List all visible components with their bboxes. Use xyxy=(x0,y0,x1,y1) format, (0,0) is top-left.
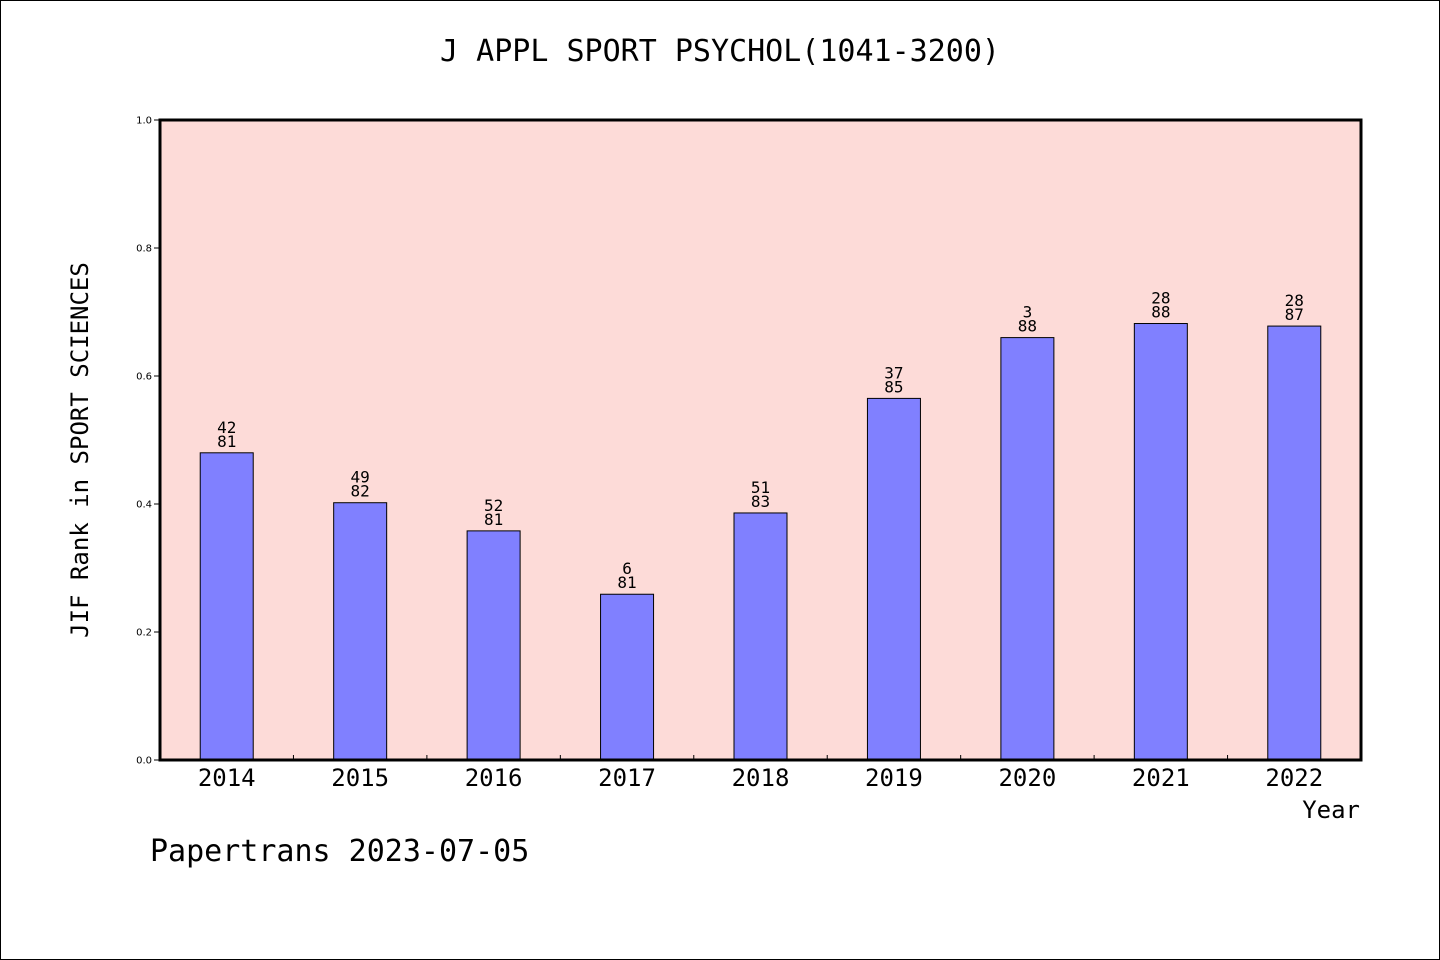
bar-label-total: 88 xyxy=(1018,317,1037,336)
bar-label-rank: 42 xyxy=(217,418,236,437)
bar-label-rank: 37 xyxy=(884,363,903,382)
bar-2017 xyxy=(600,593,655,761)
x-tick-label: 2017 xyxy=(598,764,656,792)
x-tick-label: 2021 xyxy=(1132,764,1190,792)
bar-label-total: 88 xyxy=(1151,303,1170,322)
bar-label-total: 81 xyxy=(617,573,636,592)
bar-2022 xyxy=(1267,325,1322,761)
x-tick-label: 2019 xyxy=(865,764,923,792)
plot-border xyxy=(158,118,1363,762)
bar-label-total: 87 xyxy=(1285,305,1304,324)
bar-label-rank: 6 xyxy=(622,559,632,578)
x-tick-label: 2016 xyxy=(465,764,523,792)
chart-title: J APPL SPORT PSYCHOL(1041-3200) xyxy=(440,34,1000,69)
bar-label-rank: 3 xyxy=(1023,303,1033,322)
bar-label-rank: 28 xyxy=(1285,291,1304,310)
bar-2016 xyxy=(466,530,521,761)
bar-label-rank: 28 xyxy=(1151,289,1170,308)
x-tick-label: 2020 xyxy=(998,764,1056,792)
y-tick-label: 0.8 xyxy=(136,244,152,255)
bar-2020 xyxy=(1000,337,1055,761)
bar-label-rank: 52 xyxy=(484,496,503,515)
bar-label-total: 85 xyxy=(884,377,903,396)
bar-2014 xyxy=(199,452,254,761)
bar-label-rank: 49 xyxy=(351,468,370,487)
bar-2019 xyxy=(866,397,921,761)
bar-label-total: 81 xyxy=(217,432,236,451)
x-axis-label: Year xyxy=(1302,796,1360,824)
x-tick-label: 2018 xyxy=(732,764,790,792)
y-tick-label: 1.0 xyxy=(136,116,152,127)
y-axis: 0.0 0.2 0.4 0.6 0.8 1.0 xyxy=(136,116,160,767)
y-tick-label: 0.0 xyxy=(136,756,152,767)
bar-label-total: 83 xyxy=(751,492,770,511)
bar-2015 xyxy=(333,502,388,761)
x-tick-label: 2022 xyxy=(1265,764,1323,792)
y-tick-label: 0.6 xyxy=(136,372,152,383)
bar-label-total: 82 xyxy=(351,482,370,501)
x-axis: 2014 2015 2016 2017 2018 2019 2020 2021 2022 xyxy=(198,755,1323,792)
x-tick-label: 2015 xyxy=(331,764,389,792)
footer-watermark: Papertrans 2023-07-05 xyxy=(150,834,530,869)
bar-2021 xyxy=(1133,323,1188,761)
bar-2018 xyxy=(733,512,788,761)
y-tick-label: 0.2 xyxy=(136,628,152,639)
x-tick-label: 2014 xyxy=(198,764,256,792)
bar-label-rank: 51 xyxy=(751,478,770,497)
y-tick-label: 0.4 xyxy=(136,500,152,511)
bar-label-total: 81 xyxy=(484,510,503,529)
